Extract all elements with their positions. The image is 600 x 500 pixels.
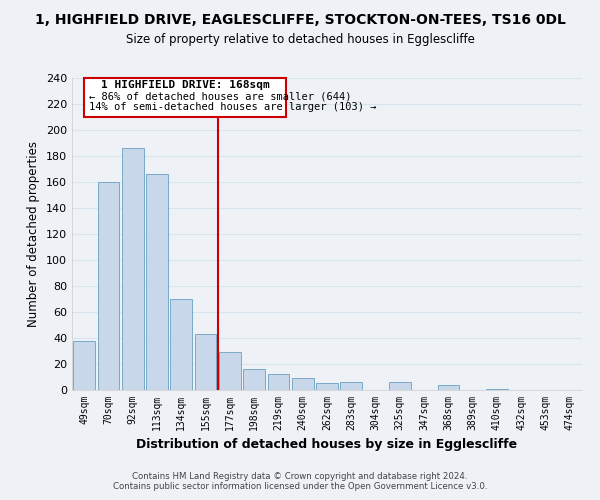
Text: 14% of semi-detached houses are larger (103) →: 14% of semi-detached houses are larger (… [89,102,377,112]
Bar [268,374,289,390]
Bar [146,174,168,390]
Text: Size of property relative to detached houses in Egglescliffe: Size of property relative to detached ho… [125,32,475,46]
Bar [437,385,460,390]
Text: Contains public sector information licensed under the Open Government Licence v3: Contains public sector information licen… [113,482,487,491]
Bar [389,382,411,390]
Bar [97,182,119,390]
Bar [122,148,143,390]
FancyBboxPatch shape [84,78,286,116]
Text: 1 HIGHFIELD DRIVE: 168sqm: 1 HIGHFIELD DRIVE: 168sqm [101,80,269,90]
Text: 1, HIGHFIELD DRIVE, EAGLESCLIFFE, STOCKTON-ON-TEES, TS16 0DL: 1, HIGHFIELD DRIVE, EAGLESCLIFFE, STOCKT… [35,12,565,26]
Bar [73,340,95,390]
X-axis label: Distribution of detached houses by size in Egglescliffe: Distribution of detached houses by size … [136,438,518,452]
Bar [316,384,338,390]
Text: ← 86% of detached houses are smaller (644): ← 86% of detached houses are smaller (64… [89,92,352,102]
Bar [170,299,192,390]
Bar [219,352,241,390]
Y-axis label: Number of detached properties: Number of detached properties [28,141,40,327]
Bar [194,334,217,390]
Bar [340,382,362,390]
Text: Contains HM Land Registry data © Crown copyright and database right 2024.: Contains HM Land Registry data © Crown c… [132,472,468,481]
Bar [486,388,508,390]
Bar [292,378,314,390]
Bar [243,369,265,390]
